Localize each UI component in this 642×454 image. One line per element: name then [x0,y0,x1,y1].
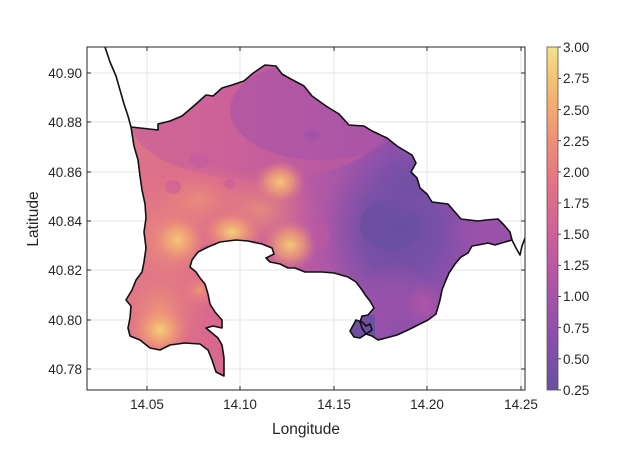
y-tick-label: 40.88 [48,115,82,130]
x-tick-label: 14.20 [410,397,444,412]
colorbar: 0.25 0.50 0.75 1.00 1.25 1.50 1.75 2.00 … [546,40,589,398]
colorbar-tick-label: 1.75 [563,196,589,211]
colorbar-tick-label: 2.25 [563,134,589,149]
coastline [104,46,526,377]
y-tick-label: 40.82 [48,263,82,278]
colorbar-tick-label: 2.75 [563,71,589,86]
colorbar-tick-label: 2.50 [563,103,589,118]
y-tick-label: 40.86 [48,165,82,180]
x-tick-label: 14.05 [130,397,164,412]
axes-frame [86,46,526,391]
colorbar-tick-label: 1.25 [563,258,589,273]
colorbar-ticks [558,46,561,391]
y-tick-label: 40.78 [48,362,82,377]
x-tick-label: 14.15 [317,397,351,412]
colorbar-gradient [546,46,559,391]
colorbar-tick-label: 3.00 [563,40,589,55]
y-tick-label: 40.80 [48,313,82,328]
colorbar-tick-label: 0.25 [563,383,589,398]
y-axis-label: Latitude [25,191,42,246]
x-tick-labels: 14.05 14.10 14.15 14.20 14.25 [130,397,538,412]
y-tick-label: 40.90 [48,66,82,81]
y-tick-label: 40.84 [48,214,82,229]
x-tick-label: 14.10 [223,397,257,412]
colorbar-tick-labels: 0.25 0.50 0.75 1.00 1.25 1.50 1.75 2.00 … [563,40,589,398]
colorbar-tick-label: 0.75 [563,321,589,336]
x-tick-label: 14.25 [504,397,538,412]
tick-marks [87,47,525,390]
colorbar-tick-label: 2.00 [563,165,589,180]
colorbar-tick-label: 0.50 [563,352,589,367]
x-axis-label: Longitude [272,421,340,438]
contour-surface [126,65,512,376]
colorbar-tick-label: 1.00 [563,289,589,304]
y-tick-labels: 40.78 40.80 40.82 40.84 40.86 40.88 40.9… [48,66,82,377]
colorbar-tick-label: 1.50 [563,227,589,242]
